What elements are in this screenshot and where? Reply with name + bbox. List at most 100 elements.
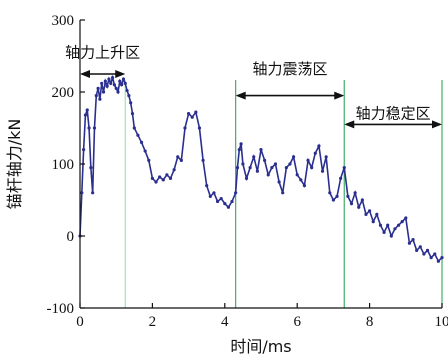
series-point	[310, 166, 314, 170]
zone-arrowhead-right	[432, 120, 442, 129]
series-point	[239, 142, 243, 146]
series-point	[194, 110, 198, 114]
series-point	[378, 223, 383, 227]
series-point	[422, 252, 426, 256]
series-point	[320, 169, 325, 173]
series-point	[120, 83, 124, 87]
series-point	[411, 238, 415, 242]
zone-label: 轴力上升区	[65, 43, 140, 61]
series-point	[306, 158, 310, 162]
series-point	[114, 86, 118, 90]
series-point	[393, 227, 397, 231]
series-point	[127, 94, 131, 98]
x-tick-label: 8	[366, 314, 374, 330]
series-point	[331, 198, 335, 202]
series-point	[139, 140, 144, 144]
series-point	[80, 191, 84, 195]
series-point	[165, 173, 169, 177]
series-point	[328, 191, 332, 195]
series-point	[324, 155, 328, 159]
series-point	[212, 191, 216, 195]
series-point	[94, 94, 98, 98]
series-point	[364, 212, 368, 216]
series-point	[82, 148, 86, 152]
series-point	[179, 158, 183, 162]
series-point	[281, 191, 285, 195]
series-point	[219, 196, 223, 201]
series-point	[317, 144, 321, 148]
series-point	[161, 178, 165, 182]
series-point	[241, 162, 245, 166]
series-point	[288, 162, 292, 166]
series-point	[89, 166, 93, 170]
series-point	[136, 133, 140, 137]
series-point	[389, 234, 393, 238]
series-point	[183, 126, 187, 130]
x-ticks: 0 2 4 6 8 10	[76, 303, 448, 330]
y-tick-label: 100	[52, 157, 75, 173]
series-point	[415, 248, 419, 252]
series-point	[172, 168, 176, 172]
series-point	[353, 191, 357, 195]
y-tick-label: -100	[47, 301, 75, 317]
series-point	[277, 180, 281, 184]
series-point	[425, 248, 430, 252]
series-point	[118, 79, 122, 83]
series-point	[208, 194, 212, 198]
series-point	[121, 77, 126, 81]
series-point	[339, 176, 343, 180]
series-point	[91, 191, 95, 195]
series-point	[255, 169, 259, 173]
series-point	[429, 256, 433, 260]
x-axis-title: 时间/ms	[230, 337, 291, 356]
series-point	[147, 158, 151, 162]
series-point	[96, 86, 100, 90]
series-point	[342, 166, 346, 170]
series-point	[386, 223, 390, 227]
zone-label: 轴力稳定区	[356, 105, 431, 123]
series-point	[263, 158, 267, 162]
series-point	[130, 112, 135, 116]
series-point	[313, 151, 317, 155]
zone-arrowhead-left	[344, 120, 355, 129]
series-point	[357, 205, 361, 209]
series-point	[418, 245, 422, 249]
series-line	[79, 74, 443, 263]
series-layer	[78, 74, 444, 263]
series-point	[230, 199, 234, 204]
series-point	[85, 108, 89, 112]
series-point	[237, 148, 241, 152]
series-point	[270, 166, 274, 170]
series-point	[132, 126, 136, 130]
series-point	[295, 173, 299, 177]
series-point	[110, 76, 115, 80]
series-point	[215, 199, 220, 204]
series-point	[302, 184, 307, 188]
series-point	[291, 155, 296, 159]
series-point	[368, 209, 372, 213]
zone-arrowhead-right	[115, 70, 126, 78]
y-axis-title: 锚杆轴力/kN	[5, 119, 24, 210]
series-point	[223, 202, 227, 206]
series-point	[266, 173, 270, 177]
series-point	[234, 191, 238, 195]
series-point	[299, 178, 303, 182]
series-point	[109, 81, 113, 85]
series-point	[407, 241, 412, 245]
series-point	[433, 252, 437, 256]
series-point	[382, 230, 386, 234]
zone-arrowhead-left	[80, 70, 90, 78]
y-tick-label: 200	[52, 85, 75, 101]
series-point	[244, 176, 249, 180]
y-ticks: -100 0 100 200 300	[47, 13, 85, 317]
series-point	[201, 158, 205, 162]
series-point	[252, 155, 256, 159]
series-point	[101, 90, 106, 94]
zone-arrowhead-left	[235, 91, 246, 100]
series-point	[436, 259, 440, 263]
series-point	[168, 176, 173, 180]
series-point	[284, 166, 288, 170]
series-point	[404, 216, 408, 220]
series-point	[375, 212, 379, 216]
series-point	[98, 97, 102, 101]
